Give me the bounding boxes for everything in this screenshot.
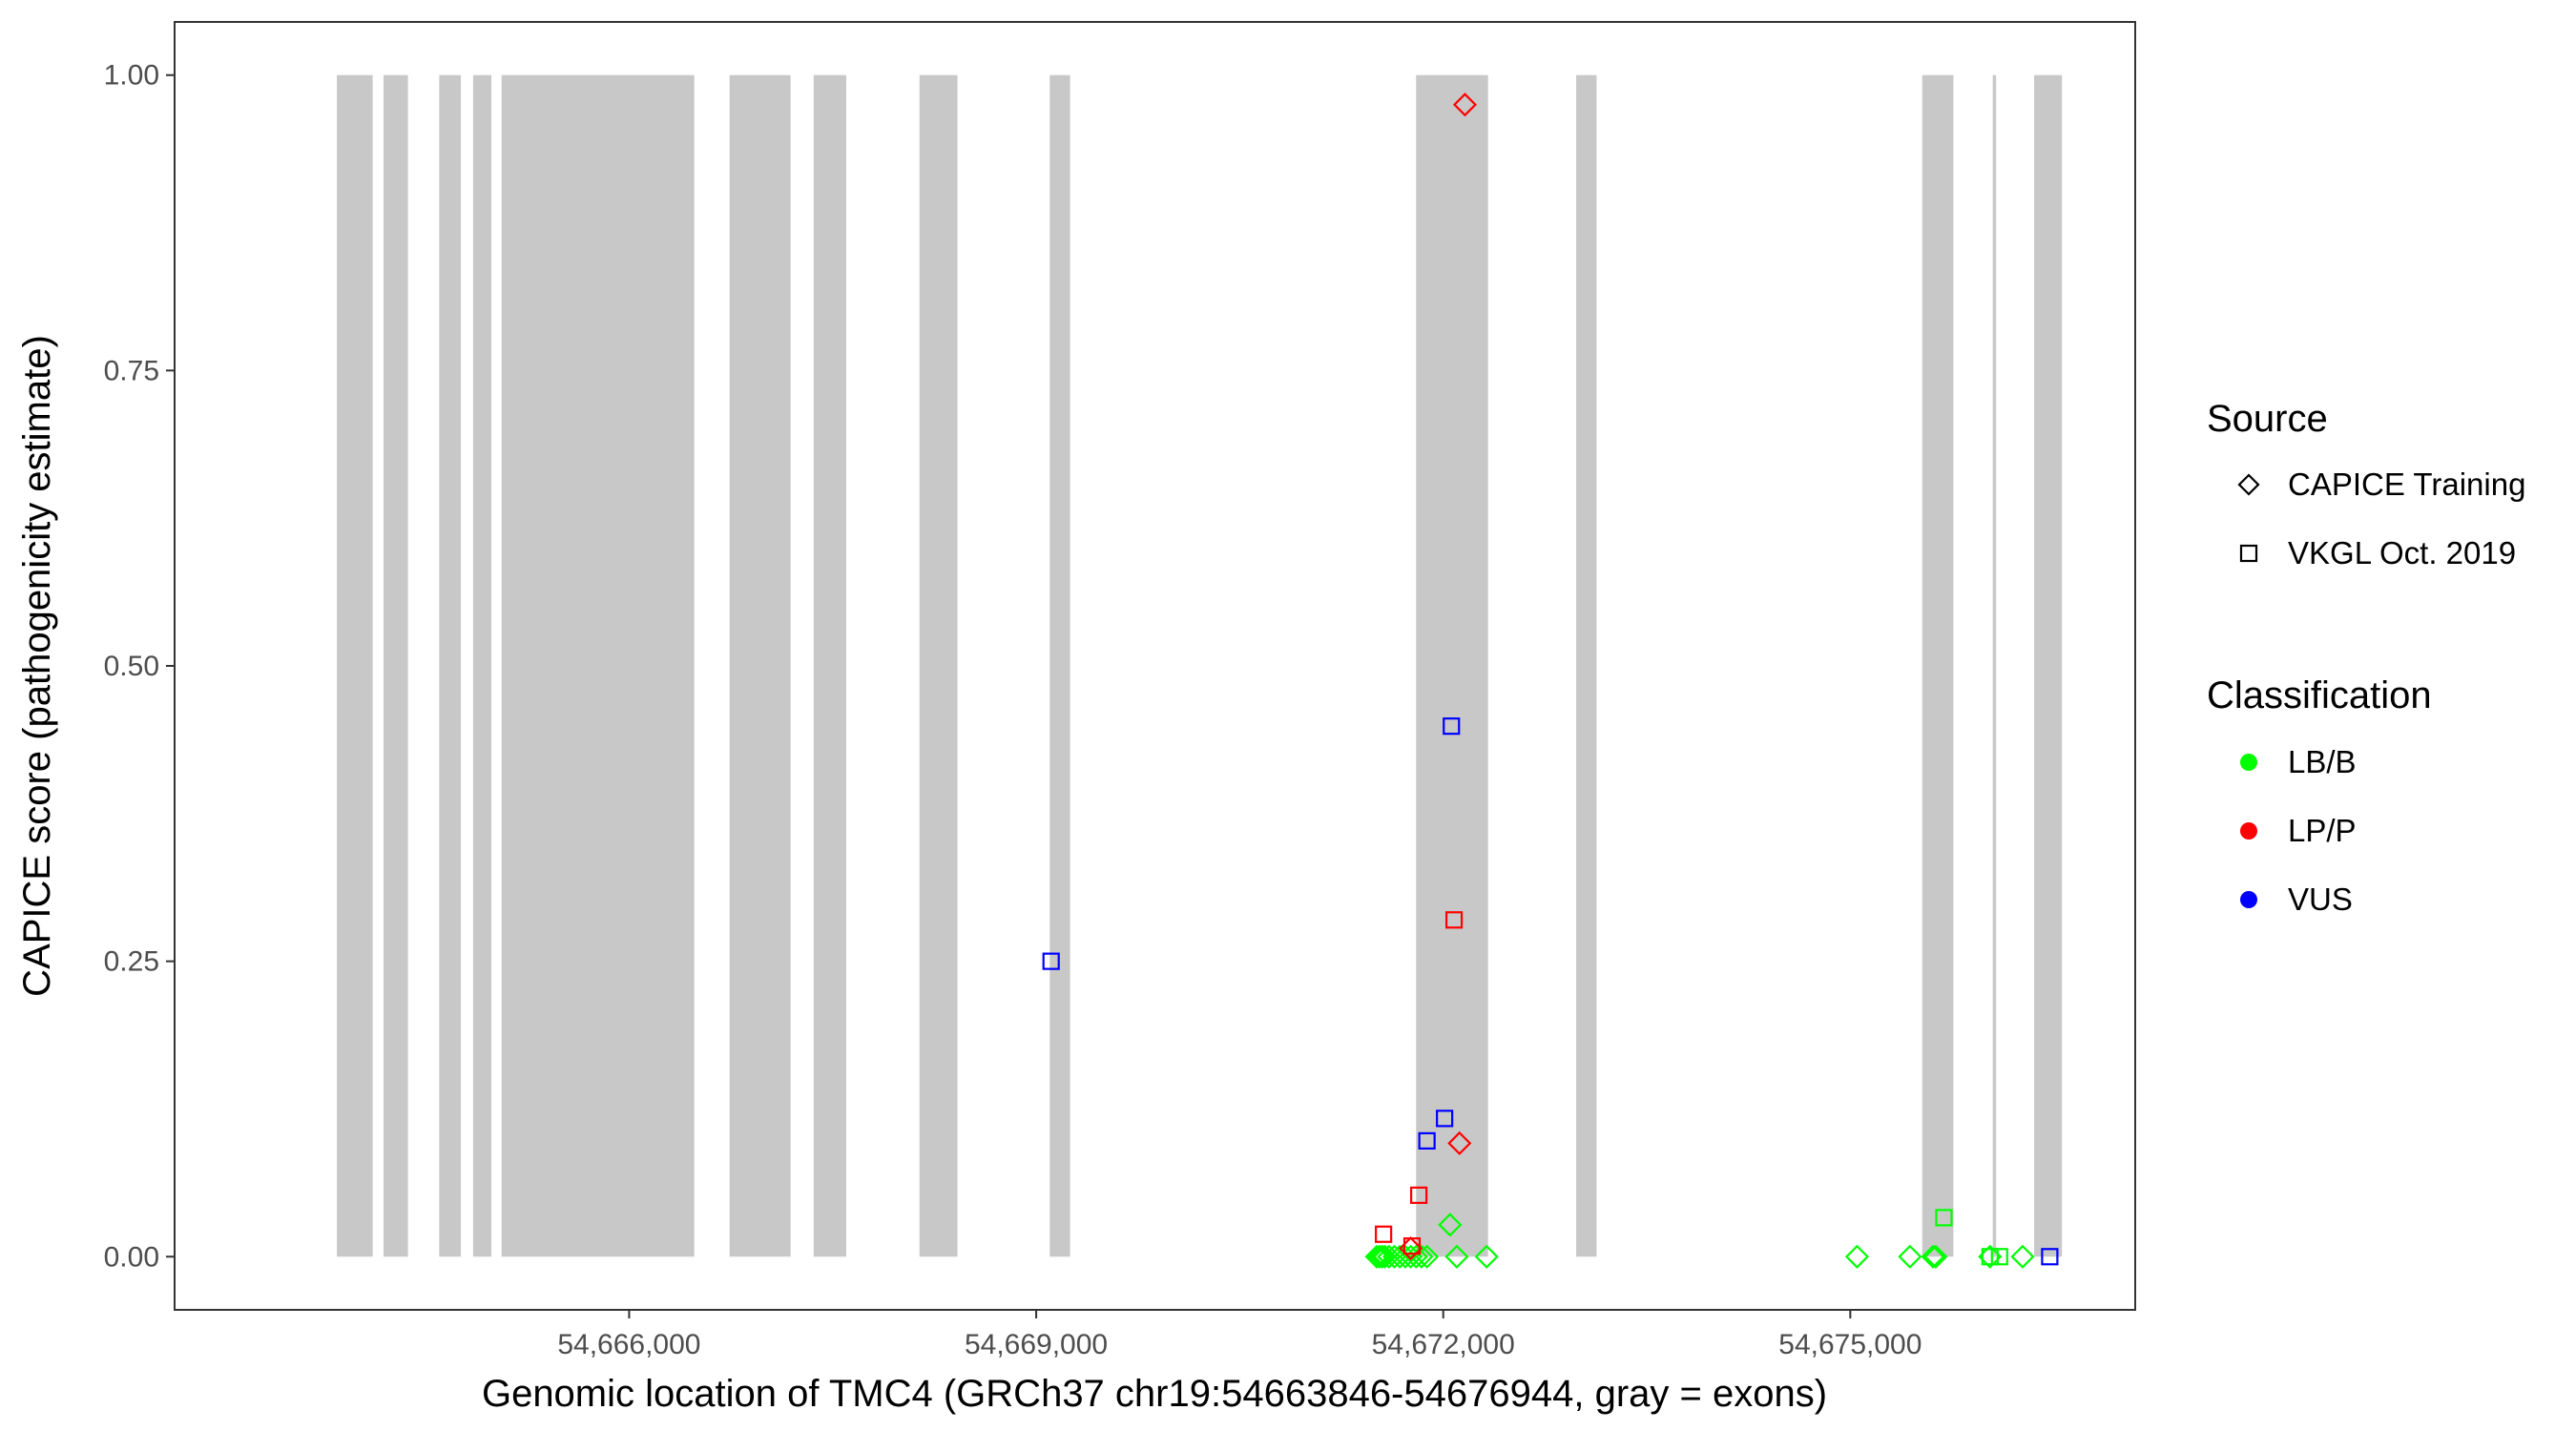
- exon-bar-2: [384, 74, 408, 1257]
- capice-point-lpp-2: [1447, 1130, 1472, 1155]
- y-tick-label: 0.00: [104, 1241, 159, 1273]
- exon-bar-7: [813, 74, 846, 1257]
- vkgl-point-lbb-3: [1990, 1248, 2008, 1266]
- x-tick-label: 54,666,000: [557, 1329, 700, 1360]
- x-axis-title: Genomic location of TMC4 (GRCh37 chr19:5…: [482, 1373, 1827, 1415]
- legend-source-items: CAPICE Training VKGL Oct. 2019: [2237, 467, 2525, 570]
- vkgl-point-lpp-3: [1410, 1186, 1428, 1204]
- legend-source-label: CAPICE Training: [2288, 467, 2525, 502]
- exon-bar-12: [1922, 74, 1954, 1257]
- vkgl-point-lpp-4: [1444, 911, 1464, 929]
- exon-bar-8: [919, 74, 958, 1257]
- vkgl-point-lpp-2: [1402, 1237, 1422, 1255]
- exon-bar-11: [1576, 74, 1597, 1257]
- x-tick-label: 54,672,000: [1372, 1329, 1515, 1360]
- legend-dot-icon: [2240, 754, 2257, 771]
- exon-bar-5: [501, 74, 695, 1257]
- y-tick-label: 0.25: [104, 946, 159, 978]
- capice-point-lbb-17: [1898, 1244, 1922, 1269]
- capice-point-lbb-16: [1844, 1244, 1870, 1269]
- exon-bar-14: [2034, 74, 2063, 1257]
- capice-point-lbb-13: [1438, 1213, 1463, 1237]
- capice-point-lpp-3: [1452, 93, 1478, 117]
- legend: Source CAPICE Training VKGL Oct. 2019 Cla…: [2207, 398, 2525, 917]
- legend-classification-items: LB/B LP/P VUS: [2240, 744, 2357, 917]
- exon-bar-13: [1992, 74, 1997, 1257]
- y-tick-label: 1.00: [104, 60, 159, 92]
- capice-point-lbb-5: [1377, 1244, 1402, 1269]
- vkgl-point-vus-3: [1436, 1110, 1454, 1128]
- legend-classification-label: LB/B: [2288, 744, 2357, 779]
- capice-point-lbb-3: [1370, 1244, 1395, 1269]
- capice-point-lbb-19: [1923, 1244, 1948, 1269]
- vkgl-point-vus-5: [2041, 1248, 2059, 1266]
- capice-point-lbb-14: [1444, 1244, 1469, 1269]
- legend-diamond-icon: [2237, 473, 2260, 496]
- vkgl-point-vus-4: [1443, 717, 1461, 736]
- x-tick-label: 54,669,000: [965, 1329, 1108, 1360]
- exon-bar-10: [1416, 74, 1488, 1257]
- exon-bar-3: [439, 74, 462, 1257]
- legend-source-label: VKGL Oct. 2019: [2288, 535, 2516, 570]
- legend-source-title: Source: [2207, 398, 2328, 440]
- points-layer: [1042, 93, 2059, 1269]
- x-axis: 54,666,000 54,669,000 54,672,000 54,675,000: [557, 1310, 1922, 1360]
- y-axis: 0.00 0.25 0.50 0.75 1.00: [104, 60, 175, 1273]
- legend-classification-label: VUS: [2288, 881, 2353, 917]
- capice-point-lbb-6: [1381, 1244, 1407, 1269]
- legend-dot-icon: [2240, 822, 2257, 840]
- x-tick-label: 54,675,000: [1778, 1329, 1922, 1360]
- y-axis-title: CAPICE score (pathogenicity estimate): [16, 335, 58, 997]
- vkgl-point-vus-2: [1418, 1131, 1436, 1150]
- legend-classification-label: LP/P: [2288, 813, 2357, 848]
- exon-bar-4: [472, 74, 492, 1257]
- capice-point-lbb-18: [1921, 1244, 1945, 1269]
- exon-layer: [337, 74, 2063, 1257]
- vkgl-point-vus-1: [1042, 952, 1060, 970]
- legend-square-icon: [2239, 544, 2258, 563]
- exon-bar-6: [729, 74, 791, 1257]
- legend-classification-title: Classification: [2207, 674, 2432, 716]
- exon-bar-1: [337, 74, 373, 1257]
- legend-dot-icon: [2240, 891, 2257, 908]
- y-tick-label: 0.75: [104, 355, 159, 386]
- vkgl-point-lbb-2: [1981, 1248, 1999, 1266]
- capice-point-lbb-1: [1364, 1244, 1389, 1269]
- y-tick-label: 0.50: [104, 651, 159, 682]
- vkgl-point-lbb-1: [1935, 1209, 1953, 1227]
- vkgl-point-lpp-1: [1375, 1225, 1393, 1243]
- capice-point-lbb-15: [1474, 1244, 1499, 1269]
- capice-point-lbb-21: [2010, 1244, 2035, 1269]
- exon-bar-9: [1049, 74, 1070, 1257]
